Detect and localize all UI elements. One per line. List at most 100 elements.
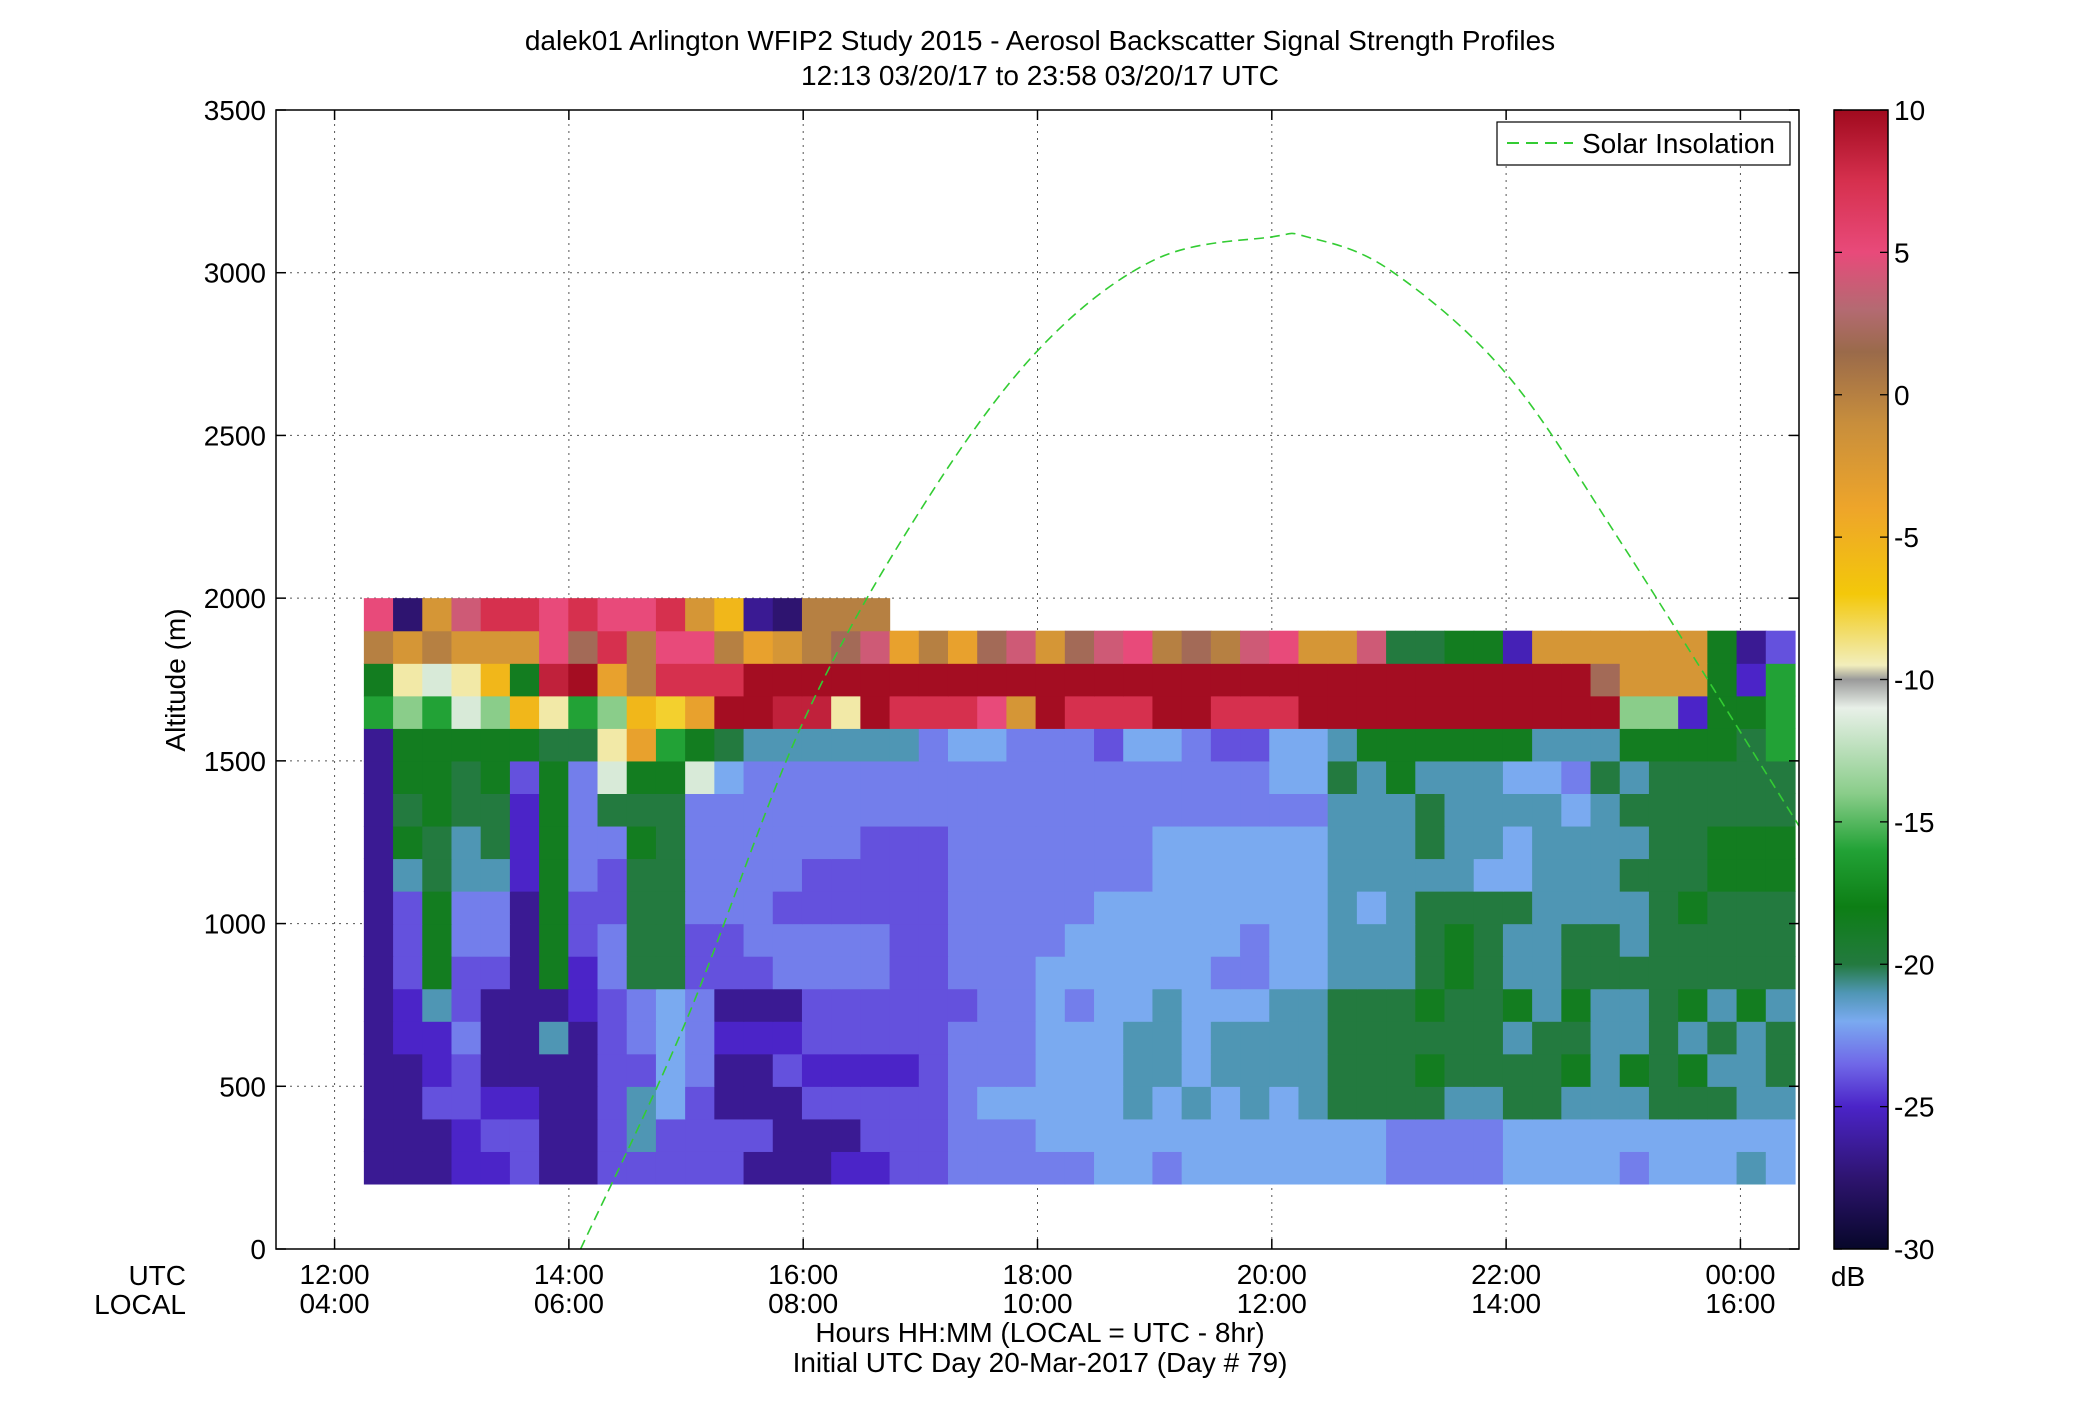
heatmap-cell: [1356, 1151, 1387, 1185]
heatmap-cell: [1386, 1021, 1416, 1055]
heatmap-cell: [1269, 663, 1300, 697]
heatmap-cell: [1444, 1151, 1475, 1185]
heatmap-cell: [655, 923, 686, 957]
heatmap-cell: [1678, 663, 1708, 697]
heatmap-cell: [685, 630, 715, 664]
heatmap-cell: [1444, 825, 1475, 860]
heatmap-cell: [655, 891, 686, 925]
heatmap-cell: [1444, 1053, 1475, 1087]
heatmap-cell: [1181, 793, 1212, 827]
heatmap-cell: [626, 598, 657, 632]
heatmap-cell: [1707, 630, 1738, 664]
heatmap-cell: [1444, 695, 1475, 729]
heatmap-cell: [1648, 858, 1679, 892]
heatmap-cell: [947, 760, 978, 794]
heatmap-cell: [1561, 825, 1592, 860]
heatmap-cell: [1444, 1118, 1475, 1152]
heatmap-cell: [1736, 1021, 1767, 1055]
heatmap-cell: [772, 1086, 803, 1120]
heatmap-cell: [714, 663, 745, 697]
heatmap-cell: [685, 598, 715, 632]
heatmap-cell: [451, 858, 482, 892]
heatmap-cell: [1210, 956, 1241, 990]
heatmap-cell: [772, 760, 803, 794]
heatmap-cell: [1561, 695, 1592, 729]
heatmap-cell: [1210, 891, 1241, 925]
heatmap-cell: [393, 598, 423, 632]
heatmap-cell: [1386, 630, 1416, 664]
heatmap-cell: [685, 1021, 715, 1055]
heatmap-cell: [480, 1021, 511, 1055]
heatmap-cell: [480, 891, 511, 925]
heatmap-cell: [1765, 858, 1796, 892]
heatmap-cell: [1590, 630, 1621, 664]
heatmap-cell: [685, 1151, 715, 1185]
heatmap-cell: [831, 630, 861, 664]
heatmap-cell: [977, 923, 1008, 957]
heatmap-cell: [1473, 1053, 1504, 1087]
heatmap-cell: [947, 1021, 978, 1055]
heatmap-cell: [889, 1086, 920, 1120]
heatmap-cell: [363, 988, 394, 1022]
heatmap-cell: [1736, 630, 1767, 664]
heatmap-cell: [801, 728, 832, 762]
heatmap-cell: [1181, 728, 1212, 762]
heatmap-cell: [947, 825, 978, 860]
heatmap-cell: [451, 1053, 482, 1087]
heatmap-cell: [1648, 1118, 1679, 1152]
heatmap-cell: [1415, 1053, 1446, 1087]
heatmap-cell: [1707, 695, 1738, 729]
y-axis-ticks: 0 500 1000 1500 2000 2500 3000 3500: [204, 95, 1799, 1265]
heatmap-cell: [1707, 760, 1738, 794]
heatmap-cell: [947, 1086, 978, 1120]
heatmap-cell: [1648, 891, 1679, 925]
heatmap-cell: [1269, 695, 1300, 729]
heatmap-cell: [1765, 1053, 1796, 1087]
heatmap-cell: [831, 1118, 861, 1152]
heatmap-cell: [451, 663, 482, 697]
heatmap-cell: [1356, 630, 1387, 664]
heatmap-cell: [1094, 956, 1124, 990]
heatmap-cell: [1152, 988, 1183, 1022]
x-tick-label-local: 04:00: [300, 1288, 370, 1319]
heatmap-cell: [1415, 923, 1446, 957]
heatmap-cell: [1444, 630, 1475, 664]
heatmap-cell: [1473, 1118, 1504, 1152]
heatmap-cell: [1415, 728, 1446, 762]
heatmap-cell: [1590, 956, 1621, 990]
heatmap-cell: [743, 728, 774, 762]
heatmap-cell: [1502, 760, 1533, 794]
heatmap-cell: [1648, 793, 1679, 827]
heatmap-cell: [1502, 1118, 1533, 1152]
heatmap-cell: [685, 663, 715, 697]
heatmap-cell: [363, 858, 394, 892]
heatmap-cell: [1415, 663, 1446, 697]
heatmap-cell: [1678, 825, 1708, 860]
heatmap-cell: [1327, 956, 1358, 990]
heatmap-cell: [1386, 891, 1416, 925]
heatmap-cell: [714, 1151, 745, 1185]
heatmap-cell: [772, 858, 803, 892]
heatmap-cell: [1415, 630, 1446, 664]
heatmap-cell: [918, 825, 949, 860]
heatmap-cell: [1210, 663, 1241, 697]
heatmap-cell: [1736, 988, 1767, 1022]
heatmap-cell: [1386, 760, 1416, 794]
heatmap-cell: [1502, 923, 1533, 957]
heatmap-cell: [422, 1118, 453, 1152]
heatmap-cell: [1561, 1086, 1592, 1120]
heatmap-cell: [1532, 825, 1562, 860]
heatmap-cell: [801, 858, 832, 892]
heatmap-cell: [1532, 695, 1562, 729]
heatmap-cell: [626, 891, 657, 925]
heatmap-cell: [1240, 1021, 1270, 1055]
heatmap-cell: [1327, 988, 1358, 1022]
colorbar-tick-label: 0: [1894, 380, 1910, 411]
heatmap-cell: [1181, 858, 1212, 892]
heatmap-cell: [1502, 1021, 1533, 1055]
heatmap-cell: [626, 988, 657, 1022]
x-tick-label-local: 06:00: [534, 1288, 604, 1319]
heatmap-cell: [1736, 1053, 1767, 1087]
heatmap-cell: [1298, 630, 1329, 664]
heatmap-cell: [1415, 760, 1446, 794]
